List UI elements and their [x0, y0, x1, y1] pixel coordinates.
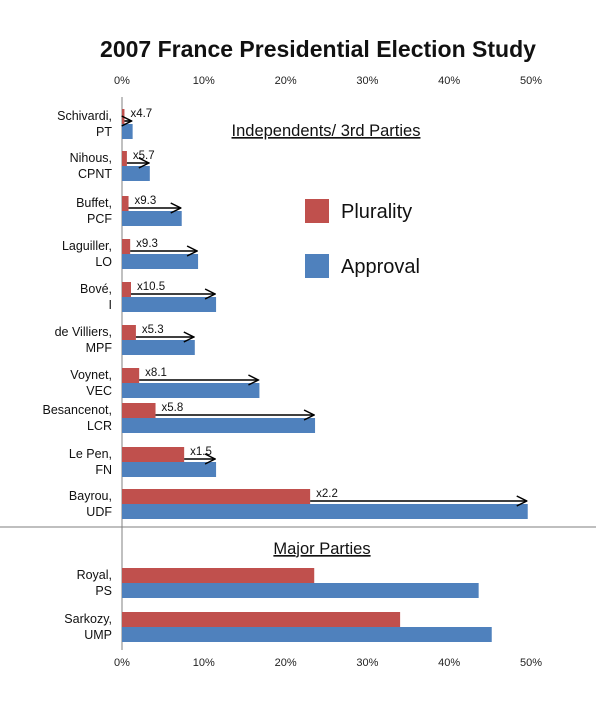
- candidate-name-label: Bové,: [80, 282, 112, 296]
- candidate-name-label: Bayrou,: [69, 489, 112, 503]
- candidate-party-label: UDF: [86, 505, 112, 519]
- bar-approval-i: [122, 297, 217, 312]
- candidate-party-label: PT: [96, 125, 112, 139]
- bar-plurality-vec: [122, 368, 140, 383]
- candidate-name-label: Voynet,: [70, 368, 112, 382]
- candidate-party-label: PS: [95, 584, 112, 598]
- bottom-tick-label: 50%: [520, 657, 542, 669]
- multiplier-label-lo: x9.3: [136, 238, 158, 250]
- multiplier-arrows: x4.7 x5.7 x9.3 x9.3 x10.5 x5.3 x8.1 x5.8 x1.5 x2.…: [124, 108, 526, 501]
- bar-approval-ps: [122, 583, 479, 598]
- candidate-party-label: I: [109, 298, 112, 312]
- bar-plurality-ump: [122, 612, 401, 627]
- candidate-party-label: UMP: [84, 628, 112, 642]
- multiplier-label-vec: x8.1: [145, 367, 167, 379]
- legend-label-plurality: Plurality: [341, 201, 412, 223]
- candidate-name-label: Royal,: [77, 568, 112, 582]
- candidate-party-label: LO: [95, 255, 112, 269]
- multiplier-label-mpf: x5.3: [142, 324, 164, 336]
- bar-approval-cpnt: [122, 166, 150, 181]
- top-tick-label: 20%: [275, 75, 297, 87]
- bar-approval-fn: [122, 462, 217, 477]
- category-labels: Schivardi, PT Nihous, CPNT Buffet, PCF Laguill…: [43, 109, 113, 642]
- bottom-axis-ticks: 0% 10% 20% 30% 40% 50%: [114, 657, 542, 669]
- bottom-tick-label: 40%: [438, 657, 460, 669]
- bar-approval-udf: [122, 504, 528, 519]
- candidate-name-label: Sarkozy,: [64, 612, 112, 626]
- candidate-name-label: Nihous,: [70, 151, 112, 165]
- legend-swatch-plurality: [305, 199, 329, 223]
- bar-plurality-pcf: [122, 196, 129, 211]
- bar-approval-pt: [122, 124, 133, 139]
- multiplier-label-i: x10.5: [137, 281, 165, 293]
- legend-label-approval: Approval: [341, 256, 420, 278]
- top-axis-ticks: 0% 10% 20% 30% 40% 50%: [114, 75, 542, 87]
- section-label-major: Major Parties: [273, 540, 370, 558]
- chart-title: 2007 France Presidential Election Study: [100, 36, 536, 62]
- candidate-party-label: PCF: [87, 212, 112, 226]
- candidate-party-label: VEC: [86, 384, 112, 398]
- candidate-name-label: Le Pen,: [69, 447, 112, 461]
- bar-approval-mpf: [122, 340, 195, 355]
- candidate-name-label: Buffet,: [76, 196, 112, 210]
- bar-plurality-i: [122, 282, 131, 297]
- candidate-party-label: FN: [95, 463, 112, 477]
- bar-approval-vec: [122, 383, 260, 398]
- bar-plurality-ps: [122, 568, 315, 583]
- bar-plurality-pt: [122, 109, 125, 124]
- bars-layer: [122, 109, 528, 642]
- multiplier-label-fn: x1.5: [190, 446, 212, 458]
- legend: Plurality Approval: [305, 199, 420, 278]
- top-tick-label: 50%: [520, 75, 542, 87]
- bar-plurality-cpnt: [122, 151, 127, 166]
- candidate-name-label: de Villiers,: [55, 325, 112, 339]
- candidate-party-label: LCR: [87, 419, 112, 433]
- bar-plurality-fn: [122, 447, 185, 462]
- bar-plurality-udf: [122, 489, 311, 504]
- top-tick-label: 40%: [438, 75, 460, 87]
- bottom-tick-label: 30%: [356, 657, 378, 669]
- candidate-party-label: CPNT: [78, 167, 112, 181]
- candidate-name-label: Laguiller,: [62, 239, 112, 253]
- bar-approval-lo: [122, 254, 199, 269]
- bottom-tick-label: 20%: [275, 657, 297, 669]
- bar-approval-pcf: [122, 211, 182, 226]
- section-label-independents: Independents/ 3rd Parties: [232, 122, 421, 140]
- multiplier-label-pcf: x9.3: [135, 195, 157, 207]
- multiplier-label-pt: x4.7: [130, 108, 152, 120]
- top-tick-label: 10%: [193, 75, 215, 87]
- top-tick-label: 30%: [356, 75, 378, 87]
- legend-swatch-approval: [305, 254, 329, 278]
- multiplier-label-lcr: x5.8: [162, 402, 184, 414]
- candidate-name-label: Besancenot,: [43, 403, 113, 417]
- candidate-name-label: Schivardi,: [57, 109, 112, 123]
- multiplier-label-udf: x2.2: [316, 488, 338, 500]
- bar-plurality-lcr: [122, 403, 156, 418]
- bar-approval-ump: [122, 627, 492, 642]
- multiplier-label-cpnt: x5.7: [133, 150, 155, 162]
- bar-approval-lcr: [122, 418, 316, 433]
- top-tick-label: 0%: [114, 75, 130, 87]
- bottom-tick-label: 0%: [114, 657, 130, 669]
- candidate-party-label: MPF: [86, 341, 113, 355]
- bar-plurality-lo: [122, 239, 131, 254]
- bar-plurality-mpf: [122, 325, 136, 340]
- bottom-tick-label: 10%: [193, 657, 215, 669]
